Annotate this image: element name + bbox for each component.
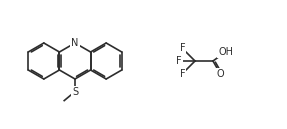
Text: OH: OH [218, 47, 233, 57]
Text: F: F [176, 56, 182, 66]
Text: F: F [180, 69, 185, 79]
Text: O: O [216, 69, 224, 79]
Text: F: F [180, 43, 185, 53]
Text: S: S [72, 87, 78, 97]
Text: N: N [71, 38, 79, 48]
